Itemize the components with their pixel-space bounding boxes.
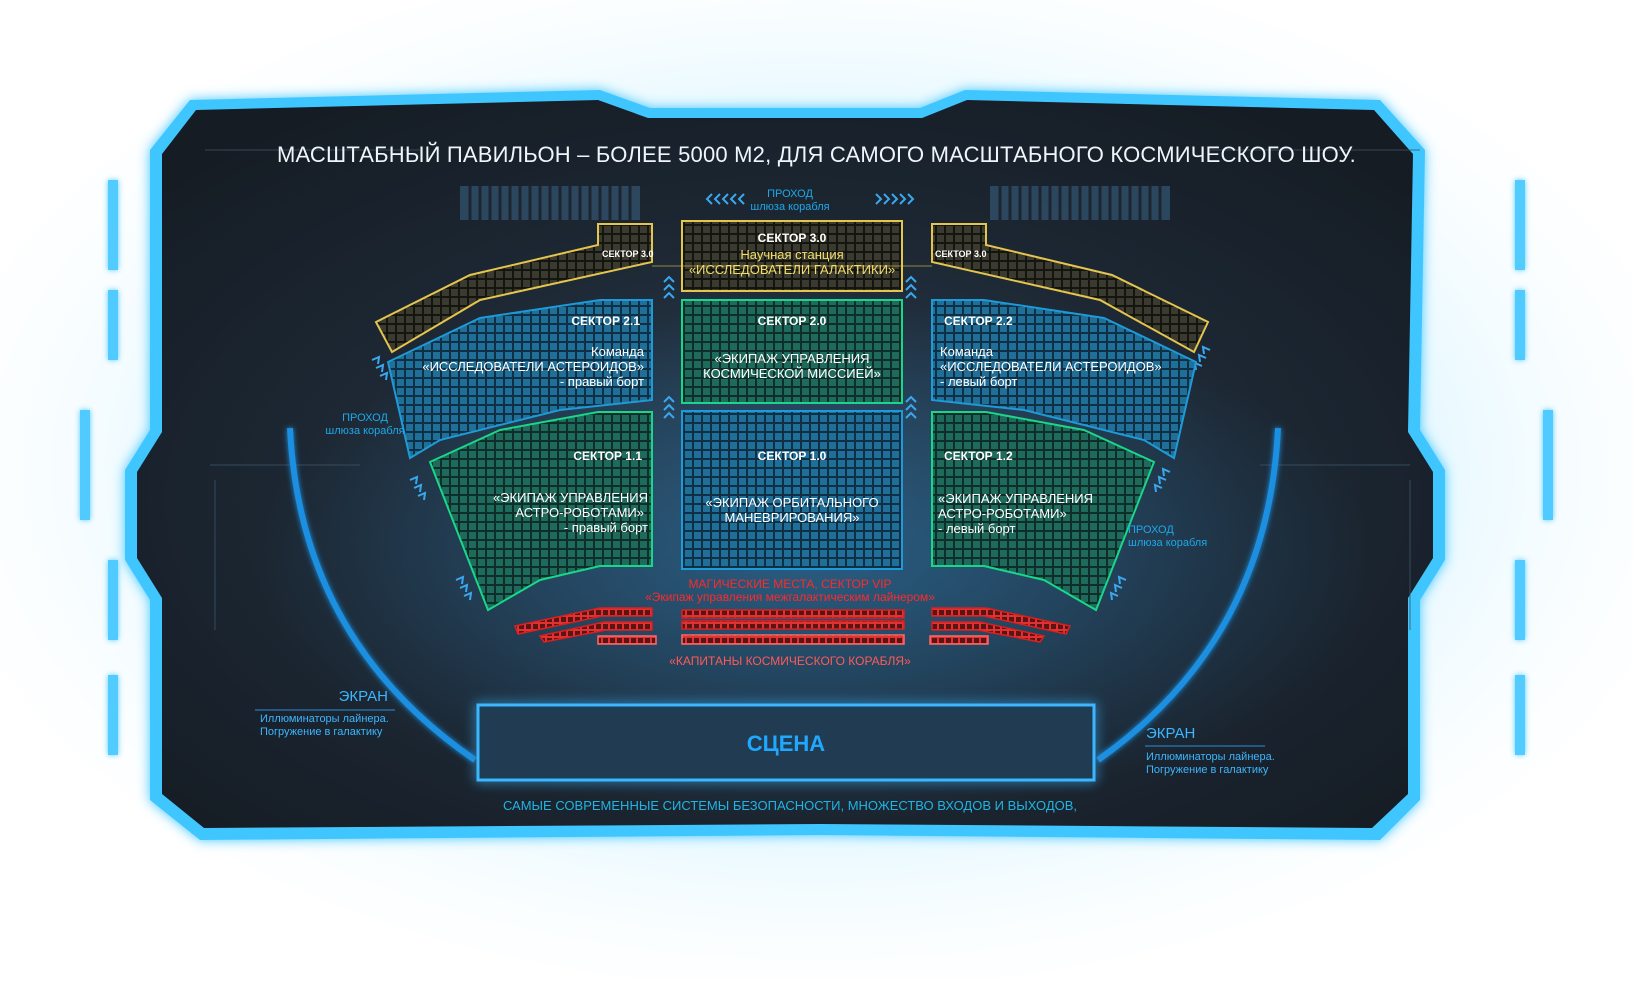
sector-2-1[interactable] bbox=[386, 299, 653, 460]
top-decor-stripes bbox=[468, 186, 1162, 220]
sector-1-1-line3: - правый борт bbox=[563, 520, 648, 535]
left-screen-line1: Иллюминаторы лайнера. bbox=[260, 713, 389, 725]
sector-2-2-line3: - левый борт bbox=[940, 374, 1018, 389]
captains-label: «КАПИТАНЫ КОСМИЧЕСКОГО КОРАБЛЯ» bbox=[669, 654, 911, 668]
top-passage-label: ПРОХОД шлюза корабля bbox=[740, 188, 840, 213]
stage-inner bbox=[482, 709, 1090, 776]
sector-2-1-title: СЕКТОР 2.1 bbox=[571, 314, 640, 328]
vip-subtitle: «Экипаж управления межгалактическим лайн… bbox=[645, 590, 935, 604]
top-passage-line1: ПРОХОД bbox=[767, 188, 813, 200]
side-brackets bbox=[80, 180, 1553, 755]
sector-2-2-line2: «ИССЛЕДОВАТЕЛИ АСТЕРОИДОВ» bbox=[940, 359, 1162, 374]
right-screen-line2: Погружение в галактику bbox=[1146, 764, 1269, 776]
panel-decor bbox=[205, 149, 1420, 630]
left-passage-line2: шлюза корабля bbox=[325, 424, 405, 437]
right-passage-label: ПРОХОД шлюза корабля bbox=[1128, 524, 1224, 549]
sector-2-0-line1: «ЭКИПАЖ УПРАВЛЕНИЯ bbox=[714, 351, 870, 366]
sector-3-0-line2: «ИССЛЕДОВАТЕЛИ ГАЛАКТИКИ» bbox=[688, 262, 896, 277]
right-screen-line1: Иллюминаторы лайнера. bbox=[1146, 751, 1275, 763]
sector-3-0-right[interactable] bbox=[931, 223, 1210, 354]
sector-2-2-title: СЕКТОР 2.2 bbox=[944, 314, 1013, 328]
sector-2-2-line1: Команда bbox=[940, 344, 993, 359]
sector-1-2-title: СЕКТОР 1.2 bbox=[944, 449, 1013, 463]
sector-3-0-right-label: СЕКТОР 3.0 bbox=[935, 249, 987, 259]
left-screen-line2: Погружение в галактику bbox=[260, 726, 383, 738]
captain-rows[interactable] bbox=[597, 634, 989, 645]
sector-3-0-left[interactable] bbox=[374, 223, 653, 354]
top-passage-chevrons bbox=[705, 193, 915, 205]
top-passage-line2: шлюза корабля bbox=[750, 200, 830, 213]
vip-title: МАГИЧЕСКИЕ МЕСТА, СЕКТОР VIP bbox=[688, 577, 892, 591]
right-screen-arc bbox=[1096, 427, 1281, 763]
sector-2-0-title: СЕКТОР 2.0 bbox=[757, 314, 827, 328]
left-screen-arc bbox=[287, 427, 477, 763]
sector-2-1-line2: «ИССЛЕДОВАТЕЛИ АСТЕРОИДОВ» bbox=[422, 359, 644, 374]
footer-note: САМЫЕ СОВРЕМЕННЫЕ СИСТЕМЫ БЕЗОПАСНОСТИ, … bbox=[502, 798, 1078, 813]
sector-1-0-line1: «ЭКИПАЖ ОРБИТАЛЬНОГО bbox=[705, 495, 879, 510]
sector-1-1-line2: АСТРО-РОБОТАМИ» bbox=[515, 505, 644, 520]
sector-1-1-title: СЕКТОР 1.1 bbox=[573, 449, 642, 463]
vip-rows[interactable] bbox=[513, 607, 1072, 643]
sector-1-0-line2: МАНЕВРИРОВАНИЯ» bbox=[724, 510, 860, 525]
sector-2-1-line3: - правый борт bbox=[559, 374, 644, 389]
left-passage-line1: ПРОХОД bbox=[342, 412, 388, 424]
stage-label: СЦЕНА bbox=[746, 731, 826, 756]
sector-3-0-title: СЕКТОР 3.0 bbox=[757, 231, 827, 245]
left-passage-label: ПРОХОД шлюза корабля bbox=[320, 412, 410, 437]
sector-1-2[interactable] bbox=[931, 411, 1156, 612]
sector-3-0-center[interactable] bbox=[681, 220, 903, 292]
sector-1-2-line3: - левый борт bbox=[938, 521, 1016, 536]
sector-2-0[interactable] bbox=[681, 299, 903, 404]
page-title: МАСШТАБНЫЙ ПАВИЛЬОН – БОЛЕЕ 5000 М2, ДЛЯ… bbox=[277, 142, 1356, 167]
sector-3-0-left-label: СЕКТОР 3.0 bbox=[602, 249, 654, 259]
aisle-chevrons bbox=[371, 275, 1211, 601]
sector-2-0-line2: КОСМИЧЕСКОЙ МИССИЕЙ» bbox=[703, 366, 881, 381]
right-screen-label: ЭКРАН bbox=[1146, 725, 1196, 742]
sector-1-0[interactable] bbox=[681, 410, 903, 570]
sector-1-2-line1: «ЭКИПАЖ УПРАВЛЕНИЯ bbox=[938, 491, 1094, 506]
sector-1-0-title: СЕКТОР 1.0 bbox=[757, 449, 827, 463]
left-screen-label: ЭКРАН bbox=[338, 688, 388, 705]
sector-1-1-line1: «ЭКИПАЖ УПРАВЛЕНИЯ bbox=[492, 490, 648, 505]
sector-2-1-line1: Команда bbox=[591, 344, 644, 359]
sector-2-2[interactable] bbox=[931, 299, 1198, 460]
right-passage-line2: шлюза корабля bbox=[1128, 536, 1208, 549]
sector-1-1[interactable] bbox=[428, 411, 653, 612]
sector-1-2-line2: АСТРО-РОБОТАМИ» bbox=[938, 506, 1067, 521]
sector-3-0-line1: Научная станция bbox=[740, 247, 844, 262]
right-passage-line1: ПРОХОД bbox=[1128, 524, 1174, 536]
